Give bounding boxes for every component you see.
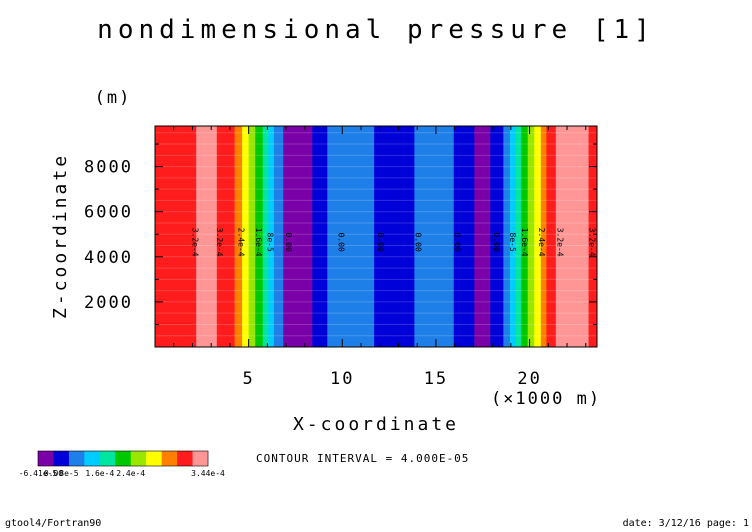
colorbar-cell [192, 451, 209, 466]
chart-title: nondimensional pressure [1] [97, 15, 655, 45]
colorbar-cell [177, 451, 193, 466]
y-tick-label: 8000 [84, 158, 133, 178]
colorbar-label: 8e-5 [59, 469, 78, 478]
x-axis-label: X-coordinate [293, 414, 459, 435]
contour-label: 0.00 [453, 233, 462, 252]
colorbar-label: 2.4e-4 [116, 469, 145, 478]
contour-band [262, 126, 269, 347]
contour-band [196, 126, 218, 347]
y-tick-label: 6000 [84, 203, 133, 223]
colorbar-cell [115, 451, 132, 466]
contour-label: 0.00 [284, 233, 293, 252]
contour-label: 3.2e-4 [556, 228, 565, 257]
colorbar-cell [84, 451, 101, 466]
contour-label: 0.00 [492, 233, 501, 252]
colorbar-cell [99, 451, 116, 466]
colorbar-label: 3.44e-4 [191, 469, 225, 478]
contour-band [255, 126, 264, 347]
contour-band [268, 126, 275, 347]
contour-band [521, 126, 529, 347]
contour-label: 2.4e-4 [236, 228, 245, 257]
contour-label: 8e-5 [508, 233, 517, 252]
colorbar-border [37, 450, 209, 467]
footer-software: gtool4/Fortran90 [5, 518, 101, 529]
contour-band [509, 126, 516, 347]
colorbar-label: 1.6e-4 [85, 469, 114, 478]
y-tick-label: 4000 [84, 248, 133, 268]
contour-label: 3.2e-4 [190, 228, 199, 257]
contour-labels: 3.2e-4 3.2e-4 2.4e-4 1.6e-4 8e-5 0.00 0.00 0.00… [190, 228, 596, 257]
contour-label: 3.2e-4 [588, 228, 597, 257]
colorbar-label: -6.41e-5 [19, 469, 58, 478]
contour-band [588, 126, 598, 347]
colorbar [37, 450, 209, 467]
colorbar-cell [53, 451, 70, 466]
contour-band [555, 126, 589, 347]
contour-band [453, 126, 475, 347]
contour-band [248, 126, 256, 347]
colorbar-label: 0.00 [44, 469, 63, 478]
contour-band [242, 126, 250, 347]
contour-band [155, 126, 197, 347]
contour-band [534, 126, 542, 347]
colorbar-cell [146, 451, 162, 466]
contour-interval-note: CONTOUR INTERVAL = 4.000E-05 [256, 452, 469, 465]
contour-bands [155, 126, 598, 347]
contour-band [515, 126, 522, 347]
y-axis-ticks: 2000 4000 6000 8000 [84, 143, 597, 325]
x-tick-label: 5 [243, 369, 255, 389]
contour-label: 0.00 [413, 233, 422, 252]
contour-band [490, 126, 504, 347]
plot-frame [154, 125, 598, 348]
contour-band [312, 126, 328, 347]
x-tick-label: 15 [424, 369, 448, 389]
footer-date-page: date: 3/12/16 page: 1 [623, 518, 749, 529]
x-tick-label: 20 [517, 369, 541, 389]
contour-band [414, 126, 455, 347]
y-tick-label: 2000 [84, 293, 133, 313]
contour-band [503, 126, 511, 347]
contour-label: 1.6e-4 [520, 228, 529, 257]
x-axis-unit: (×1000 m) [491, 389, 601, 409]
contour-band [527, 126, 535, 347]
colorbar-cell [38, 451, 54, 466]
contour-band [216, 126, 235, 347]
x-axis-ticks: 5 10 15 20 [154, 126, 587, 389]
contour-band [327, 126, 375, 347]
colorbar-cell [161, 451, 178, 466]
y-axis-label: Z-coordinate [50, 153, 71, 319]
contour-label: 2.4e-4 [537, 228, 546, 257]
contour-band [273, 126, 284, 347]
contour-label: 1.6e-4 [254, 228, 263, 257]
contour-band [374, 126, 415, 347]
contour-label: 0.00 [337, 233, 346, 252]
contour-band [546, 126, 557, 347]
contour-band [234, 126, 243, 347]
colorbar-cell [68, 451, 85, 466]
x-tick-label: 10 [330, 369, 354, 389]
contour-band [540, 126, 547, 347]
colorbar-cell [130, 451, 147, 466]
y-axis-unit: (m) [95, 88, 132, 108]
contour-band [283, 126, 313, 347]
contour-band [474, 126, 491, 347]
contour-label: 8e-5 [265, 233, 274, 252]
contour-label: 0.00 [376, 233, 385, 252]
contour-label: 3.2e-4 [215, 228, 224, 257]
